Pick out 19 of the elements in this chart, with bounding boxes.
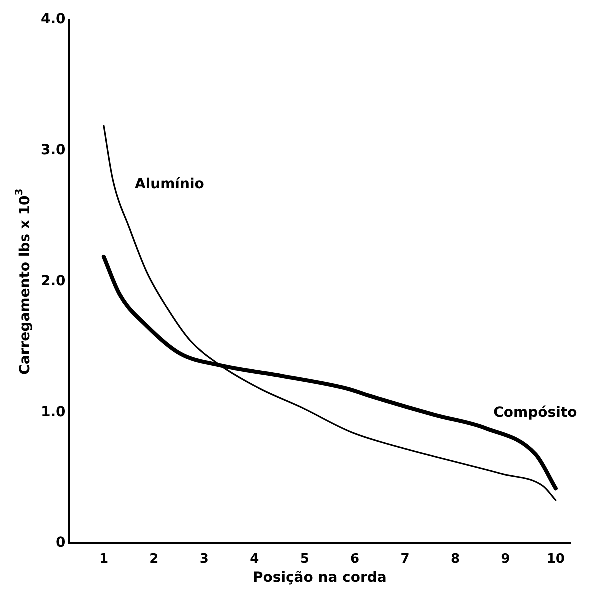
x-axis-title: Posição na corda: [252, 570, 387, 586]
y-tick-label: 4.0: [40, 12, 66, 28]
y-tick-label: 3.0: [40, 142, 66, 159]
x-tick-label: 10: [546, 552, 565, 567]
x-tick-label: 6: [350, 552, 360, 567]
series-label: Compósito: [494, 405, 578, 422]
y-tick-label: 2.0: [40, 273, 66, 290]
y-axis-title: Carregamento lbs x 103: [14, 188, 34, 375]
x-tick-label: 1: [99, 552, 108, 567]
x-tick-label: 7: [400, 552, 410, 567]
x-tick-label: 8: [450, 552, 460, 567]
y-tick-label: 1.0: [40, 404, 66, 420]
x-tick-label: 4: [250, 552, 260, 567]
y-tick-label: 0: [56, 535, 66, 552]
series-label: Alumínio: [134, 176, 205, 192]
x-tick-label: 2: [150, 552, 159, 567]
x-tick-label: 5: [300, 552, 310, 567]
x-tick-label: 3: [200, 552, 209, 567]
x-tick-label: 9: [501, 552, 510, 567]
